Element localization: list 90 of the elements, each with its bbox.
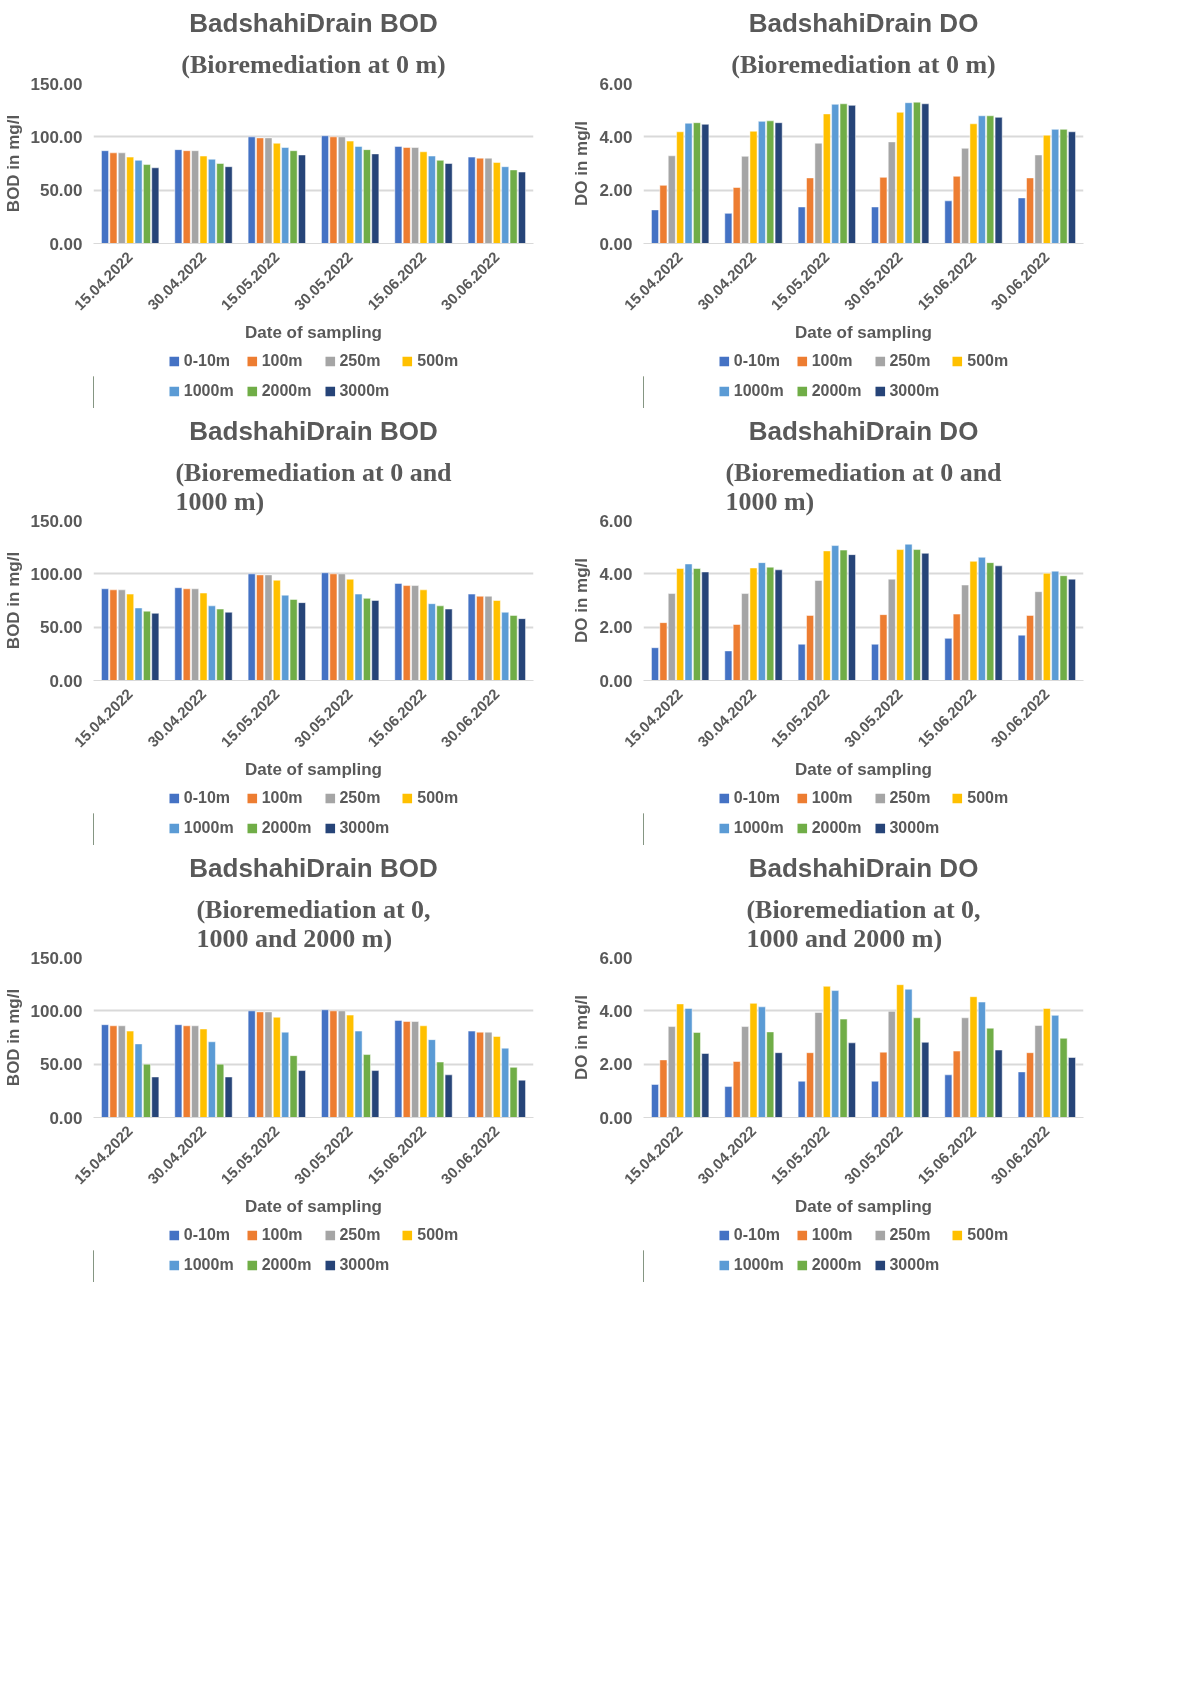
legend-label: 3000m [339,819,390,837]
y-tick-label: 100.00 [30,1001,83,1021]
legend-label: 0-10m [183,1226,231,1244]
chart-title: BadshahiDrain DO [748,7,979,38]
legend-label: 0-10m [733,352,781,370]
legend-label: 3000m [889,819,940,837]
y-tick-label: 0.00 [599,234,633,254]
legend-label: 500m [967,352,1009,370]
legend-label: 2000m [261,819,312,837]
legend-label: 2000m [261,1256,312,1274]
legend-label: 250m [889,789,931,807]
y-tick-label: 6.00 [599,74,633,94]
chart-title: BadshahiDrain BOD [189,852,438,883]
legend-label: 500m [417,1226,459,1244]
y-tick-label: 150.00 [30,511,83,531]
legend-label: 3000m [889,382,940,400]
legend-label: 250m [339,789,381,807]
x-axis-title: Date of sampling [795,1196,932,1216]
y-tick-label: 0.00 [49,1108,83,1128]
y-tick-label: 4.00 [599,564,633,584]
legend-label: 0-10m [183,789,231,807]
y-tick-label: 4.00 [599,1001,633,1021]
legend-label: 500m [417,352,459,370]
y-tick-label: 4.00 [599,127,633,147]
legend-label: 100m [811,1226,853,1244]
chart-title: BadshahiDrain BOD [189,415,438,446]
legend-label: 2000m [811,819,862,837]
y-tick-label: 0.00 [49,234,83,254]
legend-label: 250m [339,352,381,370]
x-axis-title: Date of sampling [245,322,382,342]
legend-label: 250m [889,1226,931,1244]
legend-label: 2000m [811,382,862,400]
legend-label: 0-10m [183,352,231,370]
legend-label: 250m [339,1226,381,1244]
legend-label: 1000m [183,382,234,400]
y-tick-label: 0.00 [49,671,83,691]
y-axis-title: BOD in mg/l [3,114,23,213]
x-axis-title: Date of sampling [795,322,932,342]
legend-label: 1000m [733,1256,784,1274]
legend-label: 2000m [261,382,312,400]
legend-label: 1000m [183,819,234,837]
y-axis-title: BOD in mg/l [3,551,23,650]
y-tick-label: 150.00 [30,948,83,968]
y-tick-label: 50.00 [39,618,83,638]
legend-label: 100m [811,789,853,807]
chart-title: BadshahiDrain BOD [189,7,438,38]
y-tick-label: 6.00 [599,511,633,531]
y-axis-title: DO in mg/l [572,121,592,206]
y-axis-title: DO in mg/l [572,995,592,1080]
legend-label: 100m [261,1226,303,1244]
y-tick-label: 150.00 [30,74,83,94]
legend-label: 100m [261,789,303,807]
legend-label: 100m [811,352,853,370]
chart-subtitle: (Bioremediation at 0 and 1000 m) [175,457,453,516]
x-axis-title: Date of sampling [795,759,932,779]
legend-label: 3000m [339,382,390,400]
chart-subtitle: (Bioremediation at 0 m) [181,49,446,79]
legend-label: 3000m [889,1256,940,1274]
legend-label: 100m [261,352,303,370]
y-axis-title: DO in mg/l [572,558,592,643]
x-axis-title: Date of sampling [245,759,382,779]
chart-subtitle: (Bioremediation at 0 m) [731,49,996,79]
y-axis-title: BOD in mg/l [3,988,23,1087]
legend-label: 500m [967,789,1009,807]
chart-subtitle: (Bioremediation at 0 and 1000 m) [725,457,1003,516]
legend-label: 0-10m [733,1226,781,1244]
y-tick-label: 50.00 [39,181,83,201]
legend-label: 500m [417,789,459,807]
legend-label: 1000m [733,819,784,837]
chart-subtitle: (Bioremediation at 0, 1000 and 2000 m) [746,894,981,953]
legend-label: 500m [967,1226,1009,1244]
y-tick-label: 0.00 [599,1108,633,1128]
y-tick-label: 6.00 [599,948,633,968]
chart-subtitle: (Bioremediation at 0, 1000 and 2000 m) [196,894,431,953]
y-tick-label: 2.00 [599,1055,633,1075]
y-tick-label: 2.00 [599,181,633,201]
x-axis-title: Date of sampling [245,1196,382,1216]
legend-label: 250m [889,352,931,370]
y-tick-label: 2.00 [599,618,633,638]
legend-label: 1000m [733,382,784,400]
legend-label: 2000m [811,1256,862,1274]
y-tick-label: 0.00 [599,671,633,691]
y-tick-label: 100.00 [30,564,83,584]
y-tick-label: 100.00 [30,127,83,147]
y-tick-label: 50.00 [39,1055,83,1075]
chart-title: BadshahiDrain DO [748,852,979,883]
chart-title: BadshahiDrain DO [748,415,979,446]
legend-label: 1000m [183,1256,234,1274]
legend-label: 3000m [339,1256,390,1274]
legend-label: 0-10m [733,789,781,807]
